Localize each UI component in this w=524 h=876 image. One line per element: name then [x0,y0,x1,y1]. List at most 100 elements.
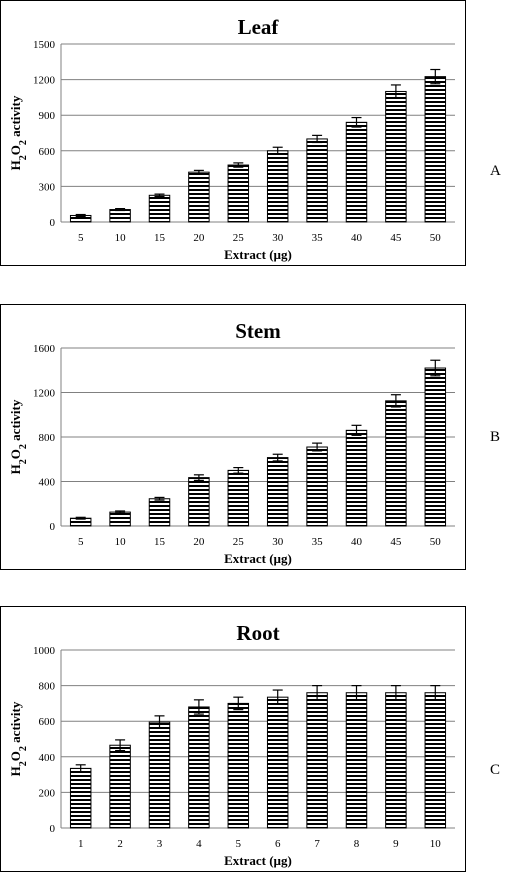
x-tick-label: 30 [272,536,284,548]
y-tick-label: 900 [39,110,56,122]
error-bar [193,169,204,175]
x-tick-label: 5 [78,232,84,244]
error-bar [154,715,165,729]
bar [385,90,407,223]
error-bar [390,684,401,701]
bar [266,696,289,829]
x-tick-label: 25 [233,536,245,548]
y-tick-label: 0 [50,823,56,835]
x-tick-label: 35 [312,232,324,244]
x-tick-label: 5 [78,536,84,548]
bar [385,400,407,527]
bar [227,702,250,829]
bar [69,767,92,829]
x-tick-label: 35 [312,536,324,548]
x-tick-label: 40 [351,232,363,244]
x-tick-label: 15 [154,232,166,244]
y-tick-label: 400 [39,752,56,764]
error-bar [75,516,86,520]
root-chart-panel: 0 200 400 600 800 1000 1 2 3 4 5 6 7 8 9 10 Root Extract … [0,606,466,872]
bar [306,138,328,223]
error-bar [272,146,283,155]
panel-letter-a: A [490,163,501,179]
x-tick-label: 40 [351,536,363,548]
x-tick-label: 20 [193,536,205,548]
bar [424,367,447,527]
y-tick-label: 1600 [33,343,56,355]
y-tick-label: 600 [39,146,56,158]
x-tick-label: 4 [196,838,202,850]
error-bar [193,474,204,481]
panel-letter-c: C [490,762,501,778]
bar [306,692,328,829]
y-axis-label: H2O2 activity [8,95,29,170]
bar [188,477,210,527]
y-tick-label: 1000 [33,645,56,657]
bar [266,457,289,527]
panel-letter-b: B [490,429,501,445]
x-tick-label: 10 [115,232,127,244]
error-bar [115,207,126,212]
bar [109,511,131,527]
bar [424,692,447,829]
error-bar [351,684,362,701]
x-tick-label: 9 [393,838,399,850]
error-bar [390,394,401,408]
y-tick-label: 300 [39,181,56,193]
x-tick-label: 5 [236,838,242,850]
error-bar [351,116,362,128]
bar [345,121,368,223]
error-bar [233,466,244,474]
error-bar [312,684,323,701]
bar [109,744,131,829]
bar [227,164,250,223]
leaf-chart-panel: 0 300 600 900 1200 1500 5 10 15 20 25 30 35 40 45 50 Lea… [0,0,466,266]
x-tick-label: 50 [430,536,442,548]
bar [424,76,447,223]
y-axis-label: H2O2 activity [8,701,29,776]
y-tick-label: 800 [39,681,56,693]
x-tick-label: 30 [272,232,284,244]
error-bar [154,193,165,198]
error-bar [430,684,441,701]
bar [148,498,171,527]
bar [148,194,171,223]
error-bar [272,689,283,705]
x-tick-label: 25 [233,232,245,244]
error-bar [154,496,165,501]
error-bar [193,699,204,715]
bar [227,469,250,527]
x-axis-label: Extract (µg) [224,247,292,262]
error-bar [272,453,283,462]
bar [345,692,368,829]
bar [109,209,131,223]
y-axis-label: H2O2 activity [8,399,29,474]
bar [188,706,210,829]
stem-chart-svg: 0 400 800 1200 1600 5 10 15 20 25 30 35 40 45 50 Stem Ex… [8,319,455,566]
x-tick-label: 6 [275,838,281,850]
bar [345,429,368,527]
error-bar [233,696,244,711]
error-bar [312,134,323,144]
bar [306,446,328,527]
bar [148,721,171,829]
y-tick-label: 200 [39,787,56,799]
error-bar [233,162,244,168]
y-tick-label: 0 [50,521,56,533]
y-tick-label: 0 [50,217,56,229]
y-tick-label: 600 [39,716,56,728]
stem-chart-panel: 0 400 800 1200 1600 5 10 15 20 25 30 35 40 45 50 Stem Ex… [0,304,466,570]
chart-title: Stem [235,319,281,343]
bar [266,150,289,223]
error-bar [75,213,86,218]
x-tick-label: 45 [390,536,402,548]
error-bar [75,764,86,773]
y-tick-label: 1200 [33,75,56,87]
error-bar [115,739,126,752]
error-bar [312,442,323,452]
x-tick-label: 50 [430,232,442,244]
y-tick-label: 1200 [33,388,56,400]
x-axis-label: Extract (µg) [224,551,292,566]
error-bar [351,424,362,436]
x-tick-label: 8 [354,838,360,850]
